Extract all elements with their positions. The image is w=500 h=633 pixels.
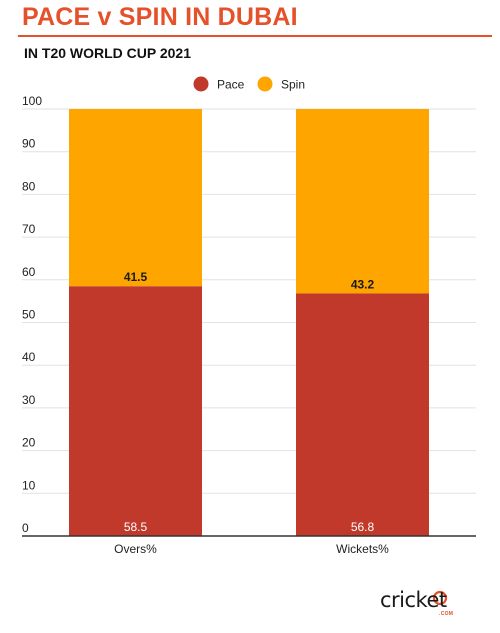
y-tick-label: 50: [22, 308, 36, 322]
y-tick-label: 20: [22, 436, 36, 450]
y-tick-label: 30: [22, 393, 36, 407]
legend-marker-spin: [257, 76, 273, 92]
cricket-com-logo: cricket .COM: [380, 588, 474, 620]
title-divider: [18, 35, 492, 37]
y-tick-label: 60: [22, 265, 36, 279]
y-tick-label: 40: [22, 350, 36, 364]
chart-subtitle: IN T20 WORLD CUP 2021: [24, 45, 192, 61]
y-tick-label: 10: [22, 478, 36, 492]
legend-label: Pace: [217, 78, 245, 92]
bar-spin: [69, 109, 202, 287]
logo-wordmark: cricket: [380, 588, 447, 612]
y-tick-label: 100: [22, 94, 42, 108]
legend-marker-pace: [193, 76, 209, 92]
data-label: 43.2: [351, 277, 375, 291]
y-tick-label: 0: [22, 521, 29, 535]
y-tick-label: 70: [22, 222, 36, 236]
x-tick-label: Overs%: [114, 542, 157, 556]
logo-accent-ring: [432, 590, 448, 606]
data-label: 58.5: [124, 520, 148, 534]
bar-pace: [296, 293, 429, 536]
logo-suffix: .COM: [439, 611, 454, 617]
y-tick-label: 90: [22, 137, 36, 151]
chart-title: PACE v SPIN IN DUBAI: [22, 3, 298, 31]
legend-label: Spin: [281, 78, 305, 92]
data-label: 56.8: [351, 520, 375, 534]
bar-spin: [296, 109, 429, 294]
y-tick-label: 80: [22, 179, 36, 193]
data-label: 41.5: [124, 270, 148, 284]
x-tick-label: Wickets%: [336, 542, 389, 556]
bar-pace: [69, 286, 202, 536]
